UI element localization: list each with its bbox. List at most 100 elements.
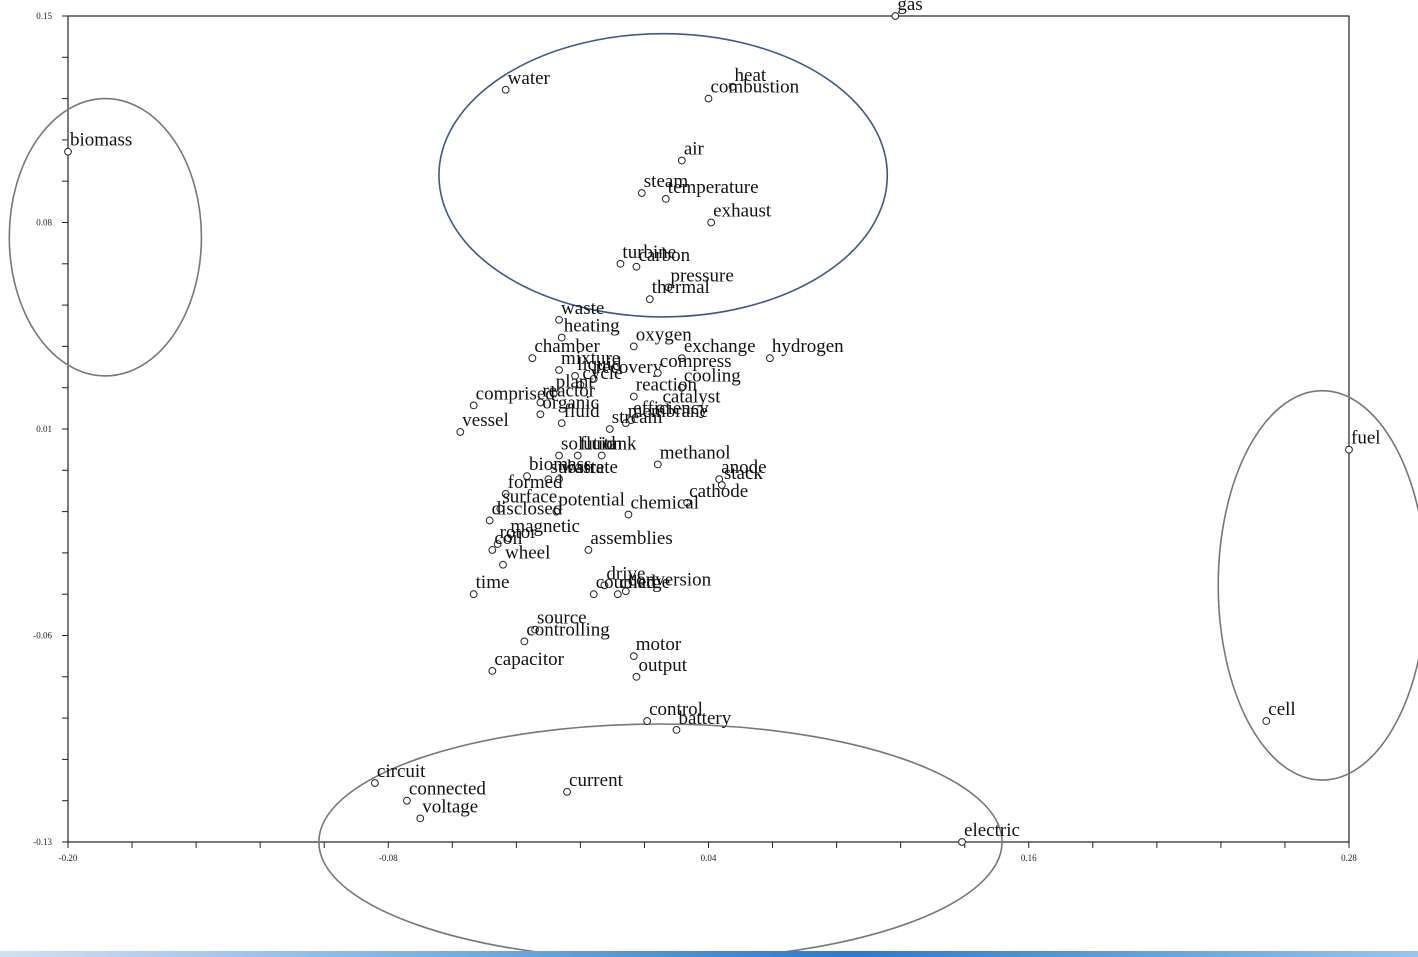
point-label: stack [724,463,764,484]
data-point [677,383,686,392]
data-point [469,590,478,599]
cluster-ellipse [318,723,1003,957]
axis-ticks: -0.20 -0.08 0.04 0.16 0.28 0.15 0.08 0.01 -0.06 -… [33,11,1357,863]
data-point [1262,717,1271,725]
point-label: output [638,655,687,676]
data-point [555,451,563,460]
data-point [493,540,502,548]
data-point [496,504,505,513]
data-point [544,475,553,484]
point-label: voltage [422,796,478,817]
data-point [520,637,529,646]
point-label: fuel [1351,428,1381,449]
data-point [571,372,579,380]
cluster-ellipse [1217,389,1418,781]
point-label: biomass [529,454,591,475]
data-point [613,590,622,599]
data-point [523,472,531,481]
footer-band [0,951,1418,957]
data-point [653,369,662,377]
point-label: cell [1268,699,1295,720]
data-point [704,94,713,103]
data-point [536,410,545,419]
point-label: capacitor [494,649,564,670]
y-tick-label: -0.06 [33,631,52,641]
point-label: source [537,608,587,629]
data-point [576,380,585,389]
cluster-ellipse [8,97,203,377]
data-point [371,779,379,787]
point-label: coupled [596,572,657,593]
data-point [499,560,507,569]
point-label: magnetic [510,516,580,537]
data-point [643,717,652,725]
point-label: mixture [561,348,620,369]
point-label: solution [561,434,623,455]
data-point [624,510,633,519]
data-point [621,419,630,428]
point-label: pressure [670,265,733,286]
data-point [717,481,726,489]
data-point [672,726,681,734]
data-point [629,342,638,351]
data-point [501,490,510,498]
point-label: comprised [476,383,556,404]
point-label: exhaust [713,201,772,222]
data-point [653,460,662,469]
point-label: vessel [462,410,508,431]
data-point [589,374,598,383]
x-tick-label: 0.04 [701,853,717,863]
point-label: gas [897,0,922,15]
data-point [677,354,686,363]
x-tick-label: -0.08 [379,853,398,863]
data-point [557,333,566,342]
data-point [563,787,571,796]
point-label: biomass [70,130,132,151]
point-label: connected [409,779,487,800]
point-label: coil [494,528,523,549]
point-label: cycle [582,363,622,384]
data-point [555,315,563,324]
data-point [616,259,625,268]
point-label: compress [660,351,732,372]
x-tick-label: -0.20 [59,853,78,863]
cluster-annotations [8,32,1418,957]
data-point [637,189,646,197]
data-point [1345,445,1353,454]
point-label: water [508,68,551,89]
point-label: temperature [668,177,759,198]
point-label: liquid [577,354,622,375]
point-label: current [569,770,624,791]
data-point [958,838,966,846]
data-point [488,667,497,675]
point-label: control [649,699,703,720]
data-point [632,672,641,681]
point-label: time [476,572,510,593]
data-point [536,398,545,407]
data-point [573,451,582,460]
data-point [488,546,497,554]
data-point [469,401,478,410]
point-label: electric [964,820,1020,841]
point-label: battery [678,708,731,729]
point-label: motor [636,634,682,655]
data-point [677,156,686,165]
point-label: surface [502,487,557,508]
point-label: exchange [684,336,756,357]
point-label: fluid [580,434,616,455]
data-point [416,814,425,823]
point-label: wheel [505,543,550,564]
x-tick-label: 0.28 [1341,853,1357,863]
y-tick-label: 0.01 [36,424,52,434]
y-tick-label: 0.08 [36,218,52,228]
data-point [597,451,606,460]
point-label: anode [721,457,766,478]
point-label: stream [612,407,663,428]
y-tick-label: -0.13 [33,837,52,847]
data-point [605,425,614,433]
point-label: cathode [689,481,748,502]
data-point [728,82,737,91]
point-label: reactor [542,380,595,401]
data-point [549,389,558,398]
